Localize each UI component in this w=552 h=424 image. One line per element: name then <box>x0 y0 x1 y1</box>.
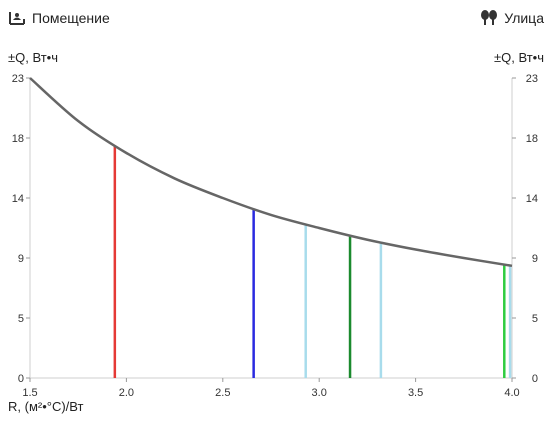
x-tick-label: 4.0 <box>504 387 519 399</box>
trees-icon <box>481 10 498 25</box>
x-axis-label: R, (м²•°С)/Вт <box>8 399 84 414</box>
y-tick-label-right: 5 <box>532 313 538 325</box>
y-axis-label-right: ±Q, Вт•ч <box>494 50 544 65</box>
outdoor-header: Улица <box>480 10 544 26</box>
x-tick-label: 3.5 <box>408 387 423 399</box>
room-header: Помещение <box>8 10 110 26</box>
x-tick-label: 3.0 <box>312 387 327 399</box>
y-tick-label-right: 9 <box>532 253 538 265</box>
y-tick-label-left: 5 <box>18 313 24 325</box>
heat-loss-curve <box>29 77 513 268</box>
y-tick-label-left: 9 <box>18 253 24 265</box>
y-tick-label-right: 18 <box>526 133 538 145</box>
room-label: Помещение <box>32 10 110 26</box>
y-tick-label-left: 23 <box>12 73 24 85</box>
y-tick-label-right: 23 <box>526 73 538 85</box>
x-tick-label: 2.5 <box>215 387 230 399</box>
y-tick-label-left: 14 <box>12 193 24 205</box>
x-tick-label: 2.0 <box>119 387 134 399</box>
y-tick-label-left: 0 <box>18 373 24 385</box>
y-tick-label-right: 14 <box>526 193 538 205</box>
y-tick-label-right: 0 <box>532 373 538 385</box>
x-tick-label: 1.5 <box>22 387 37 399</box>
room-icon <box>9 12 25 25</box>
y-tick-label-left: 18 <box>12 133 24 145</box>
y-axis-label-left: ±Q, Вт•ч <box>8 50 58 65</box>
outdoor-label: Улица <box>504 10 544 26</box>
